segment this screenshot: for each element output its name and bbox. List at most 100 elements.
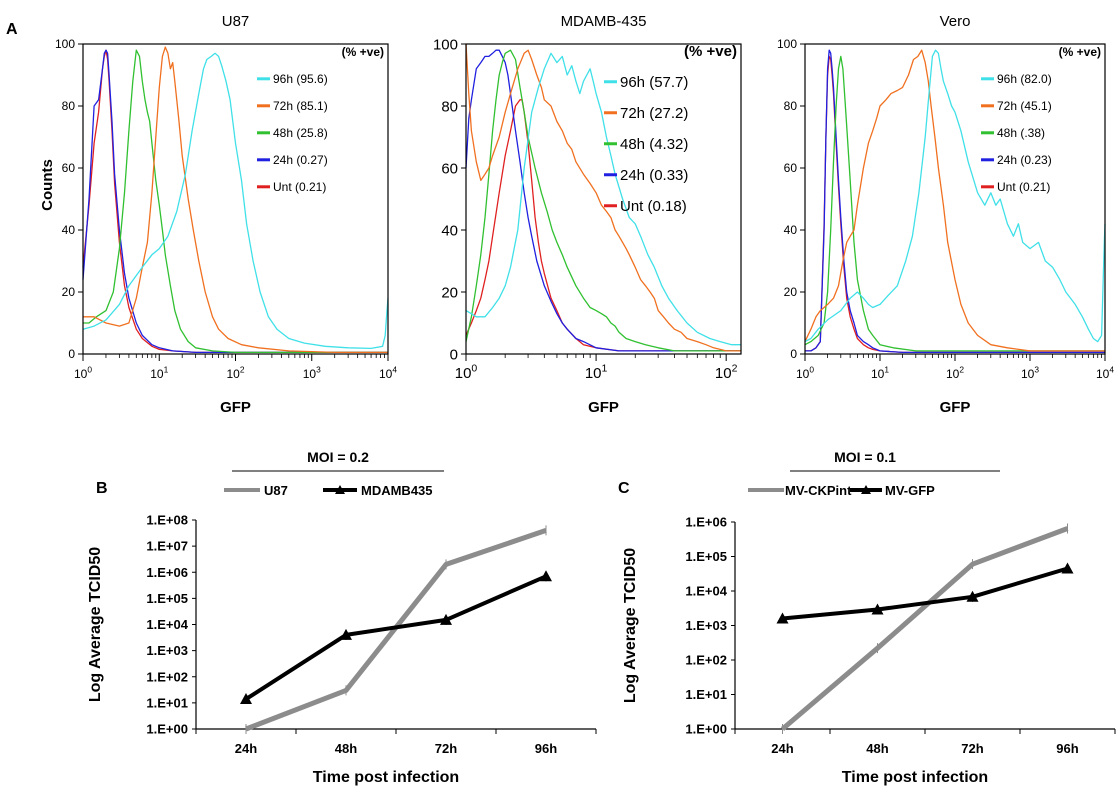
y-tick-label: 20 bbox=[62, 285, 76, 299]
y-tick-label: 60 bbox=[784, 161, 798, 175]
x-tick-label: 24h bbox=[771, 741, 793, 756]
y-tick-label: 100 bbox=[433, 36, 458, 53]
legend-entry: 72h (85.1) bbox=[273, 99, 328, 113]
x-tick-label: 24h bbox=[235, 741, 257, 756]
x-tick-label: 101 bbox=[871, 365, 889, 381]
y-tick-label: 0 bbox=[790, 347, 797, 361]
plot-frame bbox=[82, 43, 389, 355]
y-tick-label: 20 bbox=[784, 285, 798, 299]
legend-entry: 48h (4.32) bbox=[620, 136, 688, 153]
y-axis-label: Log Average TCID50 bbox=[622, 548, 639, 703]
data-point bbox=[540, 570, 552, 582]
y-tick-label: 1.E+08 bbox=[146, 513, 188, 528]
legend-entry: 24h (0.27) bbox=[273, 153, 328, 167]
y-tick-label: 40 bbox=[784, 223, 798, 237]
y-tick-label: 1.E+01 bbox=[146, 695, 188, 710]
series-48h-line bbox=[465, 49, 741, 352]
x-axis-label: GFP bbox=[940, 399, 971, 416]
y-tick-label: 1.E+06 bbox=[685, 515, 727, 530]
series-96h-line bbox=[804, 49, 1106, 343]
y-tick-label: 1.E+03 bbox=[685, 618, 727, 633]
y-tick-label: 0 bbox=[68, 347, 75, 361]
data-point bbox=[966, 590, 979, 602]
series-unt-line bbox=[82, 49, 388, 354]
histogram-u87: U87 0 20 40 60 80 100 100 101 102 103 104 GFP Counts (… bbox=[39, 13, 397, 416]
legend-entry: MDAMB435 bbox=[361, 483, 433, 498]
series-24h-line bbox=[82, 49, 388, 354]
x-tick-label: 48h bbox=[866, 741, 888, 756]
legend-entry: 72h (27.2) bbox=[620, 105, 688, 122]
legend-entry: 96h (95.6) bbox=[273, 72, 328, 86]
data-point bbox=[340, 628, 352, 640]
x-tick-label: 72h bbox=[435, 741, 457, 756]
panel-label-c: C bbox=[618, 480, 630, 497]
y-tick-label: 1.E+04 bbox=[685, 584, 727, 599]
series-96h-line bbox=[82, 52, 389, 350]
series-u87-line bbox=[245, 528, 547, 732]
y-tick-label: 100 bbox=[55, 37, 75, 51]
y-tick-label: 1.E+02 bbox=[146, 669, 188, 684]
data-point bbox=[440, 613, 452, 625]
x-tick-label: 100 bbox=[455, 362, 478, 382]
data-point bbox=[871, 603, 884, 615]
y-tick-label: 1.E+01 bbox=[685, 687, 727, 702]
legend-entry: 48h (.38) bbox=[997, 126, 1045, 140]
legend-header: (% +ve) bbox=[342, 45, 384, 59]
legend-entry: Unt (0.21) bbox=[997, 180, 1050, 194]
x-axis-label: Time post infection bbox=[842, 769, 988, 786]
histogram-mdamb435: MDAMB-435 0 20 40 60 80 100 100 101 102 GFP (% +ve)… bbox=[433, 13, 742, 416]
series-48h-line bbox=[83, 49, 388, 354]
x-axis-label: GFP bbox=[220, 399, 251, 416]
legend-entry: MV-GFP bbox=[885, 483, 935, 498]
series-72h-line bbox=[804, 49, 1105, 352]
y-tick-label: 40 bbox=[62, 223, 76, 237]
line-chart-c: MOI = 0.1 MV-CKPint MV-GFP 1.E+00 1.E+01 1.E+… bbox=[622, 449, 1116, 786]
y-tick-label: 80 bbox=[784, 99, 798, 113]
y-tick-label: 20 bbox=[441, 284, 458, 301]
series-96h-line bbox=[465, 52, 741, 346]
x-tick-label: 102 bbox=[946, 365, 964, 381]
y-tick-label: 0 bbox=[450, 346, 458, 363]
legend-entry: Unt (0.18) bbox=[620, 198, 687, 215]
chart-title: MDAMB-435 bbox=[561, 13, 647, 30]
y-tick-label: 1.E+04 bbox=[146, 617, 188, 632]
y-tick-label: 100 bbox=[777, 37, 797, 51]
series-unt-line bbox=[465, 99, 741, 352]
legend-entry: 48h (25.8) bbox=[273, 126, 328, 140]
series-48h-line bbox=[804, 55, 1105, 352]
x-tick-label: 96h bbox=[535, 741, 557, 756]
legend-header: (% +ve) bbox=[684, 43, 737, 60]
y-tick-label: 1.E+07 bbox=[146, 539, 188, 554]
series-mv-gfp-line bbox=[782, 566, 1069, 621]
series-mv-ckpint-line bbox=[780, 526, 1069, 731]
line-chart-b: MOI = 0.2 U87 MDAMB435 1.E+00 1.E+01 1.E+02 1.… bbox=[87, 449, 597, 786]
legend-entry: 24h (0.23) bbox=[997, 153, 1052, 167]
x-axis-label: GFP bbox=[588, 399, 619, 416]
y-tick-label: 1.E+02 bbox=[685, 653, 727, 668]
y-tick-label: 1.E+00 bbox=[146, 722, 188, 737]
x-tick-label: 104 bbox=[379, 365, 397, 381]
x-tick-label: 103 bbox=[1021, 365, 1039, 381]
x-tick-label: 102 bbox=[226, 365, 244, 381]
y-tick-label: 1.E+06 bbox=[146, 565, 188, 580]
y-tick-label: 80 bbox=[441, 98, 458, 115]
legend-entry: U87 bbox=[264, 483, 288, 498]
x-tick-label: 72h bbox=[961, 741, 983, 756]
panel-label-b: B bbox=[96, 480, 108, 497]
legend-entry: MV-CKPint bbox=[785, 483, 852, 498]
legend-entry: 72h (45.1) bbox=[997, 99, 1052, 113]
y-tick-label: 60 bbox=[441, 160, 458, 177]
chart-title: Vero bbox=[940, 13, 971, 30]
y-tick-label: 1.E+05 bbox=[685, 549, 727, 564]
y-axis-label: Counts bbox=[39, 159, 56, 211]
legend-entry: Unt (0.21) bbox=[273, 180, 326, 194]
y-tick-label: 1.E+05 bbox=[146, 591, 188, 606]
x-tick-label: 103 bbox=[303, 365, 321, 381]
y-tick-label: 1.E+00 bbox=[685, 722, 727, 737]
chart-title: U87 bbox=[222, 13, 250, 30]
series-24h-line bbox=[465, 49, 741, 352]
series-72h-line bbox=[83, 46, 388, 354]
x-tick-label: 101 bbox=[150, 365, 168, 381]
legend-entry: 24h (0.33) bbox=[620, 167, 688, 184]
